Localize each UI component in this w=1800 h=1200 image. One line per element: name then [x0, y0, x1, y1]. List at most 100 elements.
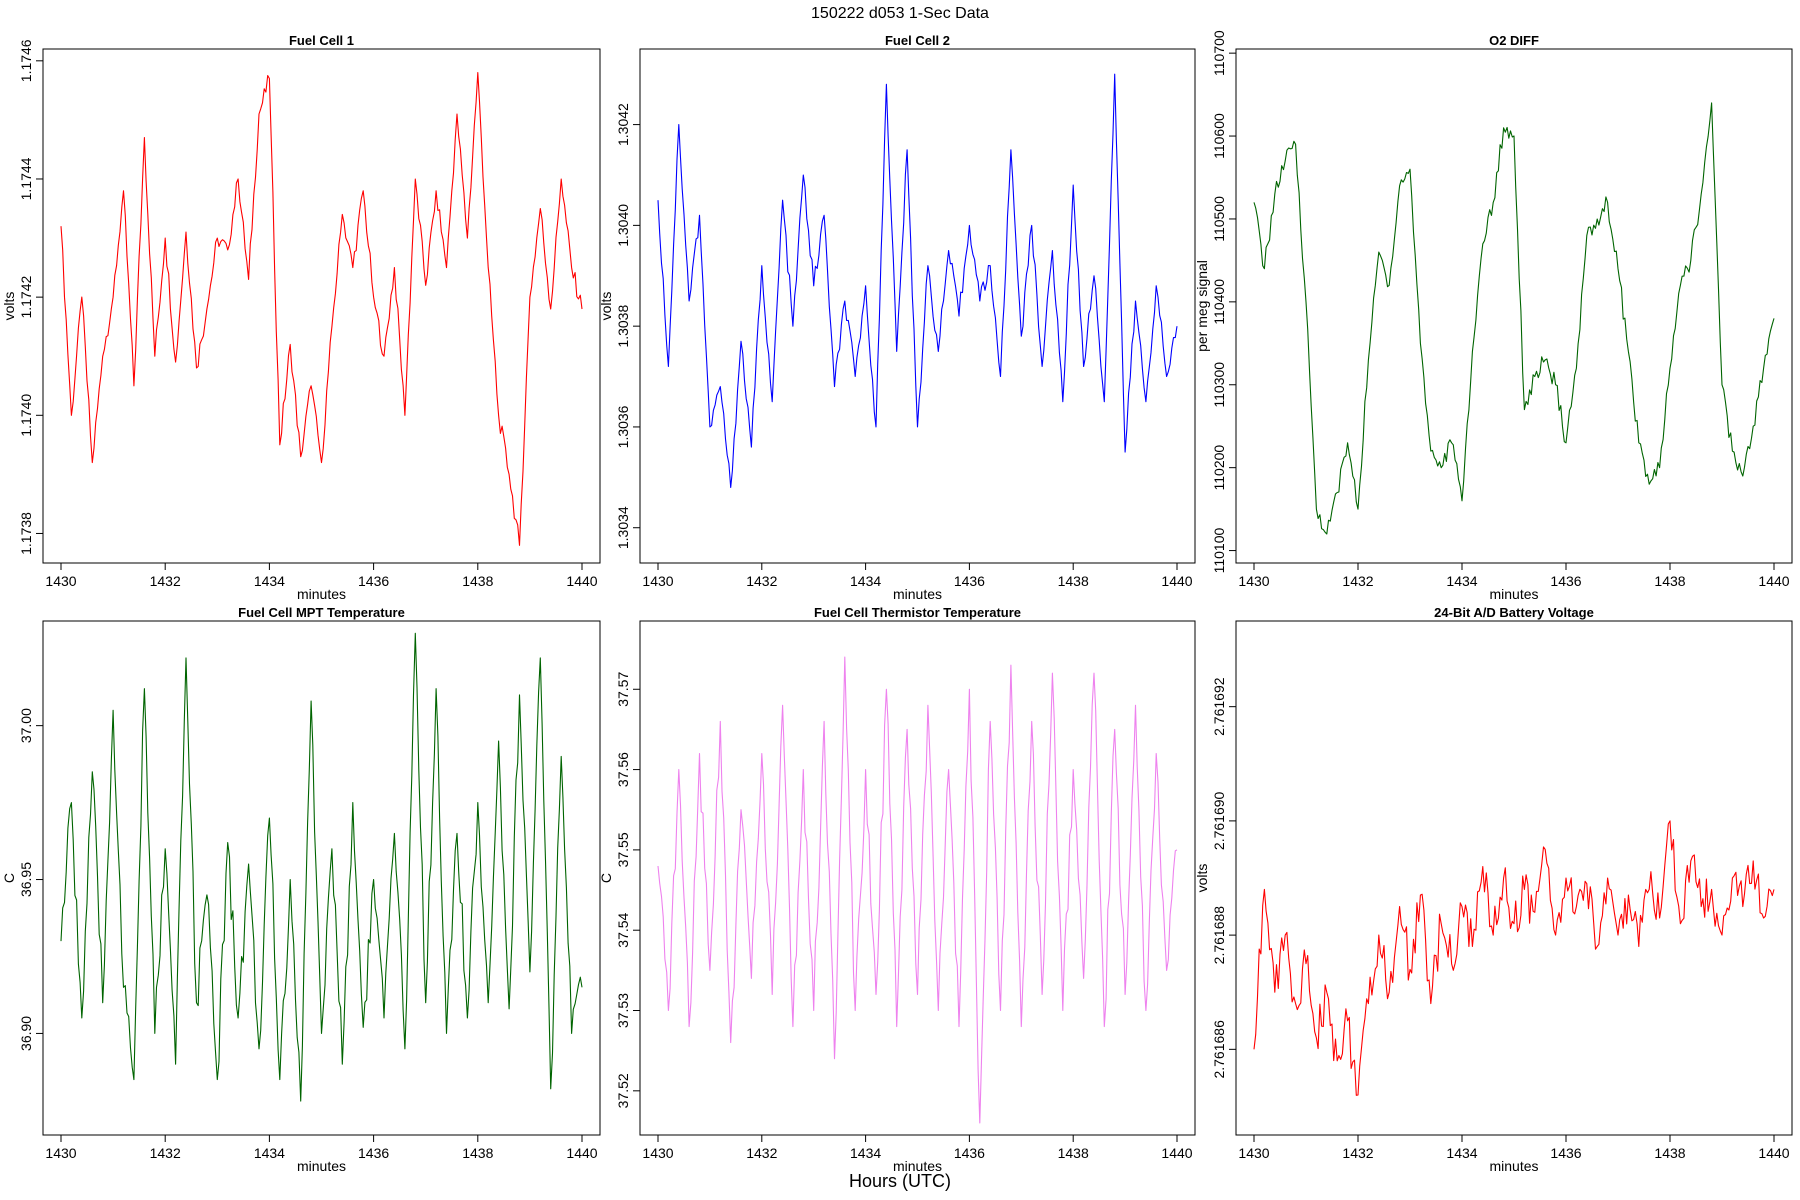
- x-tick-label: 1436: [1550, 573, 1581, 589]
- y-tick-label: 1.1740: [18, 394, 34, 437]
- x-tick-label: 1432: [150, 1145, 181, 1161]
- panel-title: 24-Bit A/D Battery Voltage: [1434, 605, 1594, 620]
- y-tick-label: 36.95: [18, 862, 34, 897]
- x-tick-label: 1434: [850, 1145, 881, 1161]
- y-axis-label: volts: [598, 292, 614, 321]
- x-tick-label: 1432: [150, 573, 181, 589]
- plot-frame: [1235, 48, 1793, 564]
- x-axis-label: minutes: [297, 1158, 346, 1174]
- x-tick-label: 1440: [1758, 573, 1789, 589]
- y-tick-label: 1.3038: [615, 305, 631, 348]
- y-axis-label: C: [1, 873, 17, 883]
- y-axis-label: per meg signal: [1194, 260, 1210, 352]
- y-axis-label: C: [598, 873, 614, 883]
- x-tick-label: 1432: [1342, 573, 1373, 589]
- x-tick-label: 1430: [45, 573, 76, 589]
- x-tick-label: 1432: [746, 573, 777, 589]
- x-tick-label: 1440: [1161, 573, 1192, 589]
- y-tick-label: 1.3042: [615, 103, 631, 146]
- panel-3: O2 DIFF 1430 1432 1434 1436 1438 1440 minutes 11…: [1194, 30, 1793, 602]
- y-tick-label: 36.90: [18, 1016, 34, 1051]
- y-tick-label: 37.56: [615, 752, 631, 787]
- x-tick-label: 1438: [1058, 573, 1089, 589]
- panel-title: Fuel Cell 1: [289, 33, 354, 48]
- x-tick-label: 1438: [462, 1145, 493, 1161]
- x-tick-label: 1440: [566, 573, 597, 589]
- x-tick-label: 1430: [1238, 573, 1269, 589]
- y-tick-label: 2.761690: [1211, 791, 1227, 850]
- panel-6: 24-Bit A/D Battery Voltage 1430 1432 1434 14…: [1194, 605, 1793, 1174]
- panel-title: Fuel Cell 2: [885, 33, 950, 48]
- x-tick-label: 1434: [1446, 1145, 1477, 1161]
- plot-frame: [42, 48, 601, 564]
- y-tick-label: 37.00: [18, 708, 34, 743]
- y-tick-label: 110400: [1211, 279, 1227, 325]
- y-axis-label: volts: [1, 292, 17, 321]
- y-tick-label: 1.3034: [615, 506, 631, 549]
- y-tick-label: 37.54: [615, 912, 631, 947]
- x-tick-label: 1434: [254, 573, 285, 589]
- y-tick-label: 1.1744: [18, 157, 34, 200]
- x-tick-label: 1440: [1161, 1145, 1192, 1161]
- x-tick-label: 1438: [1654, 573, 1685, 589]
- y-tick-label: 1.3040: [615, 204, 631, 247]
- panel-title: O2 DIFF: [1489, 33, 1539, 48]
- plot-frame: [639, 620, 1196, 1136]
- x-tick-label: 1432: [1342, 1145, 1373, 1161]
- x-axis-label: minutes: [1489, 1158, 1538, 1174]
- x-axis-label: minutes: [1489, 586, 1538, 602]
- x-tick-label: 1440: [566, 1145, 597, 1161]
- panel-5: Fuel Cell Thermistor Temperature 1430 1432…: [598, 605, 1196, 1174]
- y-tick-label: 1.1746: [18, 39, 34, 82]
- x-tick-label: 1430: [45, 1145, 76, 1161]
- series-line: [657, 73, 1178, 488]
- y-tick-label: 110100: [1211, 528, 1227, 574]
- x-tick-label: 1430: [642, 1145, 673, 1161]
- x-tick-label: 1434: [254, 1145, 285, 1161]
- x-axis-label: minutes: [297, 586, 346, 602]
- x-tick-label: 1436: [954, 1145, 985, 1161]
- series-line: [657, 656, 1178, 1124]
- panels: Fuel Cell 1 1430 1432 1434 1436 1438 1440 minut…: [1, 30, 1793, 1174]
- y-tick-label: 1.1742: [18, 276, 34, 319]
- y-tick-label: 2.761686: [1211, 1020, 1227, 1079]
- y-tick-label: 110300: [1211, 362, 1227, 408]
- x-tick-label: 1432: [746, 1145, 777, 1161]
- x-tick-label: 1438: [1654, 1145, 1685, 1161]
- series-line: [60, 632, 583, 1102]
- panel-2: Fuel Cell 2 1430 1432 1434 1436 1438 1440 minut…: [598, 33, 1196, 602]
- y-tick-label: 110700: [1211, 30, 1227, 76]
- y-tick-label: 1.1738: [18, 512, 34, 555]
- y-tick-label: 37.55: [615, 832, 631, 867]
- x-tick-label: 1438: [462, 573, 493, 589]
- outer-x-axis-label: Hours (UTC): [849, 1171, 951, 1191]
- y-tick-label: 37.57: [615, 672, 631, 707]
- y-tick-label: 37.52: [615, 1073, 631, 1108]
- series-line: [60, 72, 583, 546]
- x-tick-label: 1436: [954, 573, 985, 589]
- x-axis-label: minutes: [893, 586, 942, 602]
- x-axis-label: minutes: [893, 1158, 942, 1174]
- plot-frame: [42, 620, 601, 1136]
- y-axis-label: volts: [1194, 864, 1210, 893]
- page-title: 150222 d053 1-Sec Data: [811, 5, 989, 22]
- x-tick-label: 1434: [850, 573, 881, 589]
- x-tick-label: 1430: [642, 573, 673, 589]
- x-tick-label: 1430: [1238, 1145, 1269, 1161]
- x-tick-label: 1438: [1058, 1145, 1089, 1161]
- x-tick-label: 1434: [1446, 573, 1477, 589]
- series-line: [1253, 820, 1775, 1096]
- x-tick-label: 1436: [358, 1145, 389, 1161]
- y-tick-label: 2.761688: [1211, 906, 1227, 965]
- x-tick-label: 1440: [1758, 1145, 1789, 1161]
- y-tick-label: 110200: [1211, 445, 1227, 491]
- panel-1: Fuel Cell 1 1430 1432 1434 1436 1438 1440 minut…: [1, 33, 601, 602]
- y-tick-label: 110500: [1211, 196, 1227, 242]
- y-tick-label: 110600: [1211, 113, 1227, 159]
- plot-frame: [1235, 620, 1793, 1136]
- x-tick-label: 1436: [358, 573, 389, 589]
- y-tick-label: 2.761692: [1211, 677, 1227, 736]
- y-tick-label: 1.3036: [615, 405, 631, 448]
- panel-title: Fuel Cell MPT Temperature: [238, 605, 405, 620]
